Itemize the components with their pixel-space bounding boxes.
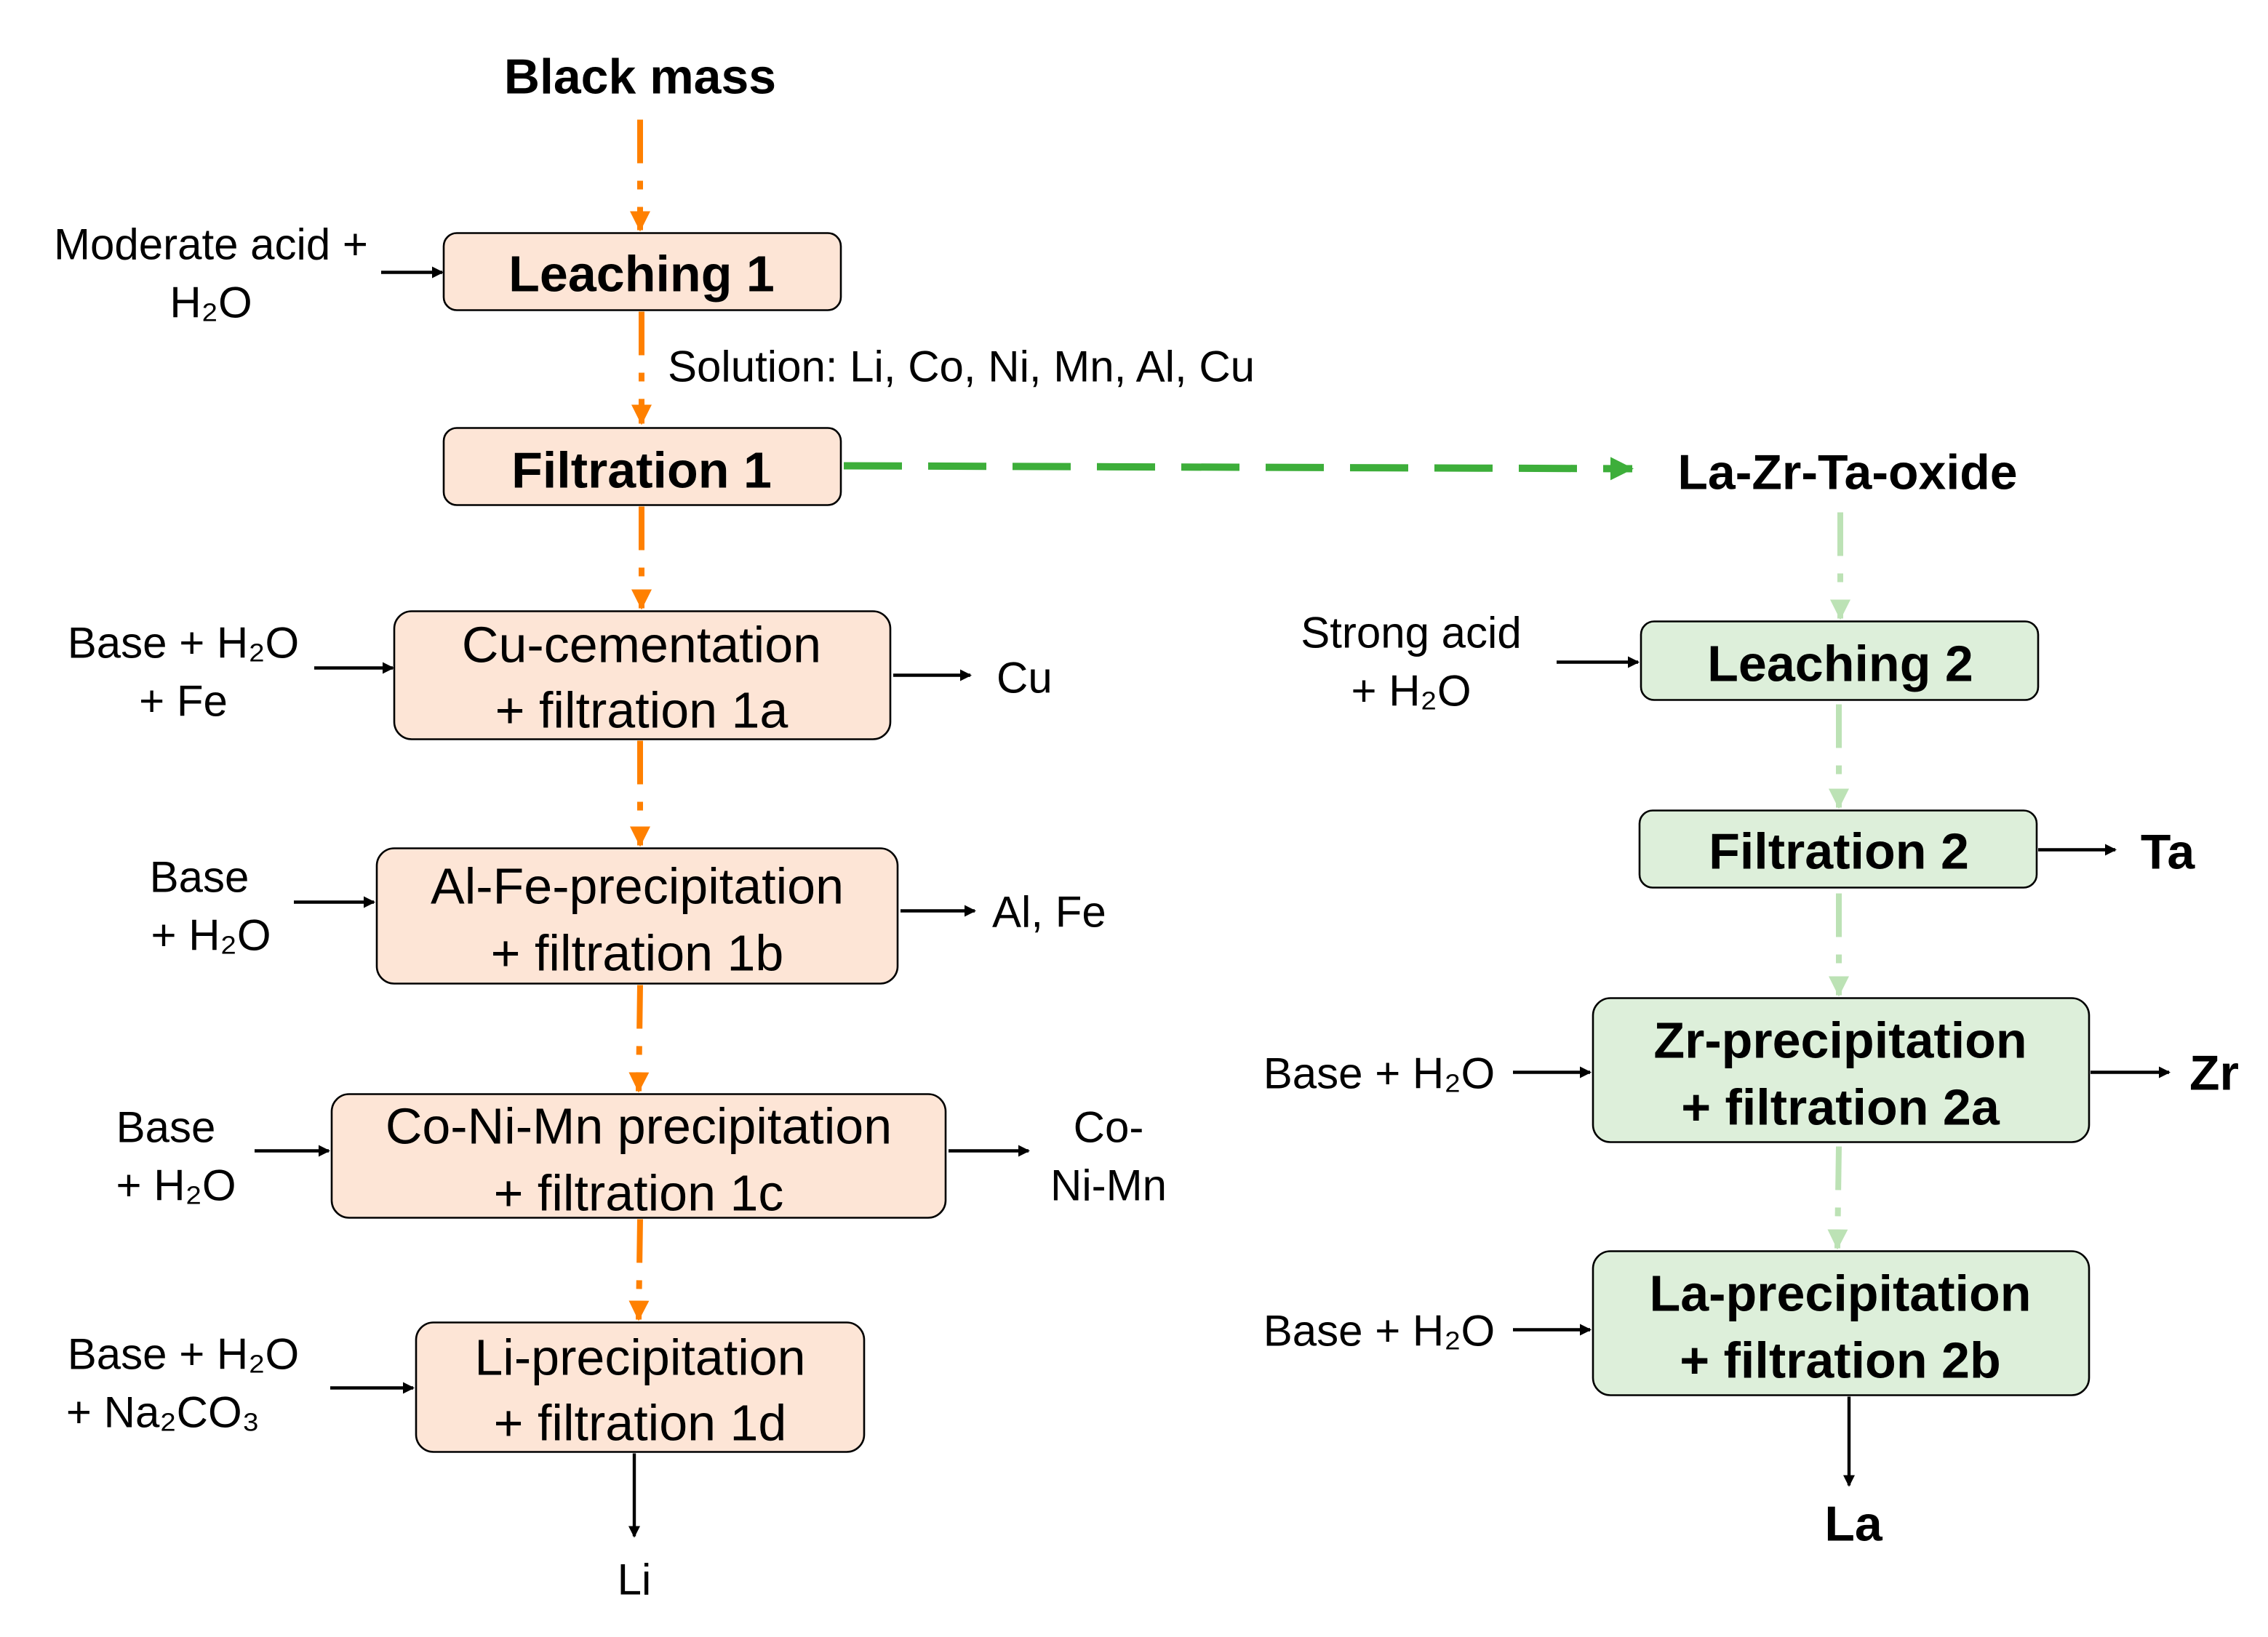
svg-text:+ filtration 2a: + filtration 2a xyxy=(1681,1079,2000,1136)
step-filtration-2: Filtration 2 xyxy=(1638,809,2038,889)
svg-text:+ filtration 1c: + filtration 1c xyxy=(494,1165,784,1222)
svg-text:Base + H₂O: Base + H₂O xyxy=(68,619,299,668)
svg-text:+ filtration 1a: + filtration 1a xyxy=(495,682,788,739)
svg-text:+ H₂O: + H₂O xyxy=(1351,667,1472,716)
step-zr-precipitation: Zr-precipitation + filtration 2a xyxy=(1592,997,2091,1143)
step-cu-cementation: Cu-cementation + filtration 1a xyxy=(393,610,892,740)
svg-text:Co-: Co- xyxy=(1074,1103,1144,1152)
svg-text:Cu: Cu xyxy=(997,654,1053,703)
right-outputs: Ta Zr La xyxy=(1824,825,2239,1552)
svg-text:Leaching 1: Leaching 1 xyxy=(508,246,775,303)
svg-text:Co-Ni-Mn precipitation: Co-Ni-Mn precipitation xyxy=(386,1098,892,1155)
svg-text:La-precipitation: La-precipitation xyxy=(1649,1265,2031,1322)
svg-text:Base: Base xyxy=(150,853,249,902)
svg-text:+ H₂O: + H₂O xyxy=(151,911,271,960)
intermediate-label: La-Zr-Ta-oxide xyxy=(1677,445,2017,500)
step-al-fe-precipitation: Al-Fe-precipitation + filtration 1b xyxy=(375,847,899,985)
svg-text:Li-precipitation: Li-precipitation xyxy=(474,1329,805,1386)
step-leaching-2: Leaching 2 xyxy=(1640,620,2040,701)
svg-text:Base + H₂O: Base + H₂O xyxy=(68,1330,299,1379)
svg-text:+ Fe: + Fe xyxy=(139,677,228,726)
svg-text:Li: Li xyxy=(618,1556,652,1604)
svg-text:Strong acid: Strong acid xyxy=(1301,609,1522,657)
svg-text:+ filtration 1d: + filtration 1d xyxy=(494,1395,787,1452)
svg-text:Zr: Zr xyxy=(2189,1046,2239,1101)
svg-text:H₂O: H₂O xyxy=(169,279,252,327)
feed-label: Black mass xyxy=(504,49,776,105)
left-inputs: Moderate acid + H₂O Base + H₂O + Fe Base… xyxy=(54,220,368,1437)
svg-text:Base + H₂O: Base + H₂O xyxy=(1263,1307,1495,1356)
svg-text:Base + H₂O: Base + H₂O xyxy=(1263,1049,1495,1098)
svg-text:Leaching 2: Leaching 2 xyxy=(1707,636,1973,692)
step-filtration-1: Filtration 1 xyxy=(442,427,842,506)
svg-text:Al-Fe-precipitation: Al-Fe-precipitation xyxy=(431,858,844,915)
svg-text:Cu-cementation: Cu-cementation xyxy=(462,617,821,673)
left-flow-lines xyxy=(628,119,652,1321)
svg-text:La: La xyxy=(1824,1497,1883,1552)
svg-text:Filtration 2: Filtration 2 xyxy=(1709,823,1969,880)
step-li-precipitation: Li-precipitation + filtration 1d xyxy=(415,1321,866,1453)
input-output-arrows xyxy=(255,266,2171,1538)
svg-text:+ Na₂CO₃: + Na₂CO₃ xyxy=(66,1388,260,1437)
step-leaching-1: Leaching 1 xyxy=(442,232,842,311)
right-inputs: Strong acid + H₂O Base + H₂O Base + H₂O xyxy=(1263,609,1522,1356)
solution-label: Solution: Li, Co, Ni, Mn, Al, Cu xyxy=(668,343,1255,391)
step-la-precipitation: La-precipitation + filtration 2b xyxy=(1592,1250,2091,1396)
svg-text:+ H₂O: + H₂O xyxy=(116,1161,236,1210)
svg-text:Zr-precipitation: Zr-precipitation xyxy=(1653,1012,2027,1069)
transfer-arrow xyxy=(843,457,1634,481)
right-flow-lines xyxy=(1827,512,1850,1250)
step-co-ni-mn-precipitation: Co-Ni-Mn precipitation + filtration 1c xyxy=(330,1093,947,1222)
svg-text:Al, Fe: Al, Fe xyxy=(992,888,1106,937)
left-outputs: Cu Al, Fe Co- Ni-Mn Li xyxy=(618,654,1167,1604)
svg-text:Base: Base xyxy=(116,1103,216,1152)
svg-text:+ filtration 2b: + filtration 2b xyxy=(1680,1332,2000,1389)
svg-text:Moderate acid +: Moderate acid + xyxy=(54,220,368,269)
svg-text:Filtration 1: Filtration 1 xyxy=(511,442,772,499)
svg-text:Ta: Ta xyxy=(2141,825,2195,880)
svg-text:+ filtration 1b: + filtration 1b xyxy=(491,925,784,982)
svg-text:Ni-Mn: Ni-Mn xyxy=(1050,1161,1167,1210)
